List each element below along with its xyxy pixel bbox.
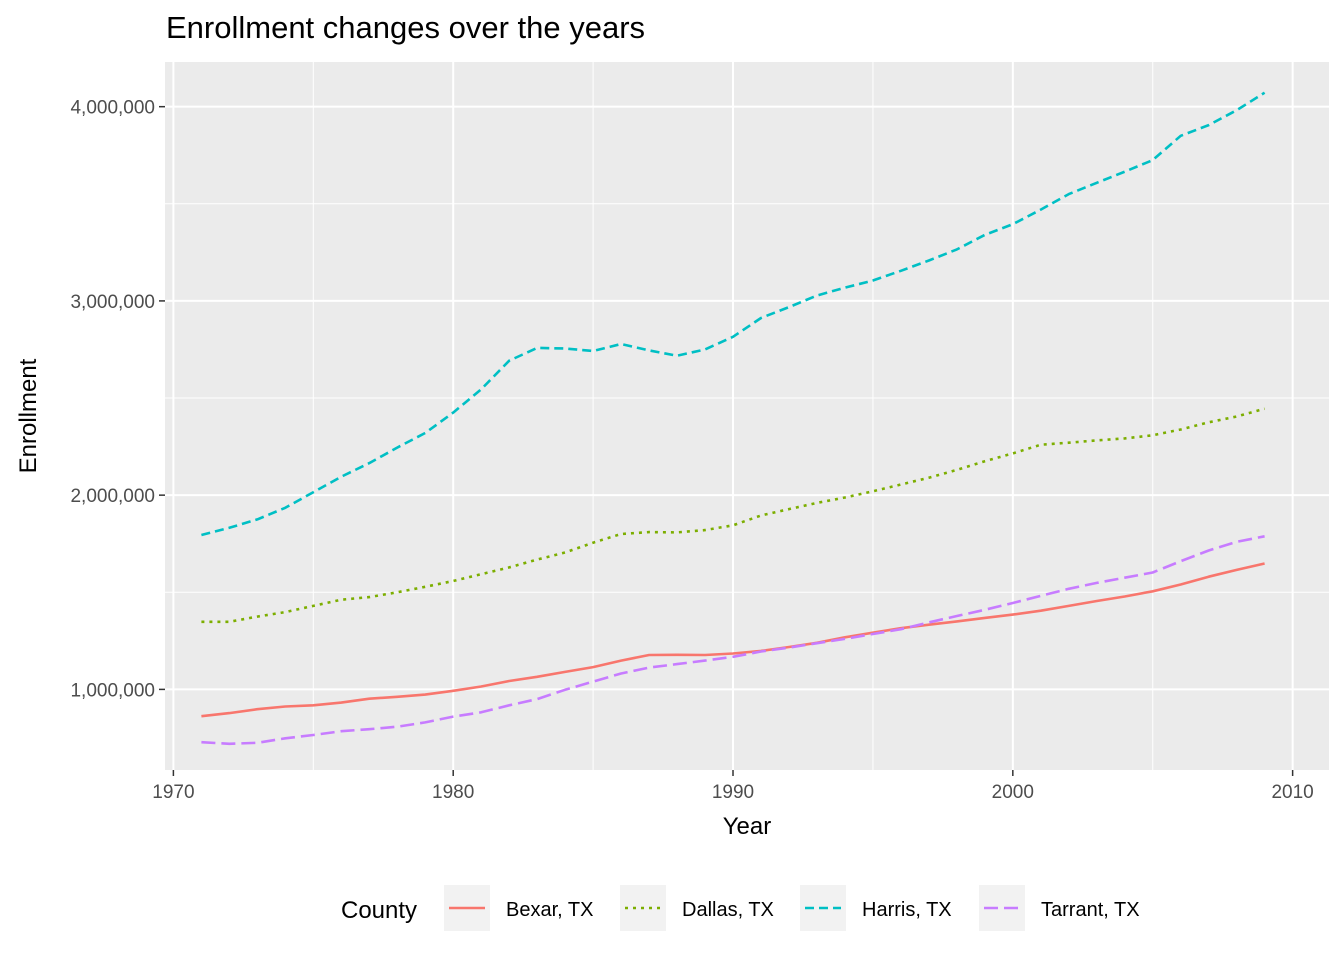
legend-label-2: Harris, TX (862, 899, 952, 921)
y-axis-label: Enrollment (15, 358, 42, 473)
y-tick-label: 3,000,000 (70, 292, 155, 313)
y-tick-label: 2,000,000 (70, 486, 155, 507)
plot-panel (165, 62, 1329, 770)
grid-minor (165, 62, 1329, 770)
x-axis-label: Year (723, 813, 772, 840)
chart-title: Enrollment changes over the years (166, 10, 646, 45)
x-tick-label: 1990 (712, 782, 754, 803)
y-tick-label: 4,000,000 (70, 98, 155, 119)
x-tick-label: 1970 (152, 782, 194, 803)
series-line-3 (201, 535, 1265, 746)
x-tick-label: 1980 (432, 782, 474, 803)
x-tick-label: 2010 (1271, 782, 1313, 803)
x-tick-label: 2000 (992, 782, 1034, 803)
series-line-2 (201, 91, 1266, 537)
grid-major (165, 62, 1329, 770)
x-axis: 1970 1980 1990 2000 2010 (152, 770, 1314, 803)
y-tick-label: 1,000,000 (70, 680, 155, 701)
y-axis: 1,000,000 2,000,000 3,000,000 4,000,000 (70, 98, 165, 701)
series-line-0 (201, 562, 1265, 718)
legend-label-1: Dallas, TX (682, 899, 774, 921)
legend-label-3: Tarrant, TX (1041, 899, 1140, 921)
legend-label-0: Bexar, TX (506, 899, 593, 921)
legend: County Bexar, TX Dallas, TX Harris, TX Tarr… (341, 885, 1140, 931)
legend-title: County (341, 897, 417, 924)
series-lines (201, 91, 1266, 746)
